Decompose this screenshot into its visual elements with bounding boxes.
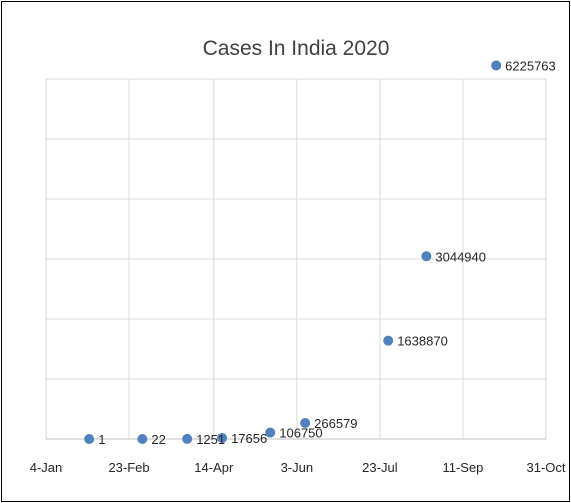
- data-point: [137, 433, 148, 444]
- data-point: [265, 427, 276, 438]
- data-point: [421, 251, 432, 262]
- plot-grid: [45, 78, 547, 440]
- data-point: [217, 432, 228, 443]
- data-point: [84, 433, 95, 444]
- data-label: 1638870: [397, 334, 448, 349]
- data-point: [491, 60, 502, 71]
- x-tick-label: 11-Sep: [442, 460, 483, 475]
- data-label: 6225763: [505, 58, 556, 73]
- data-label: 266579: [314, 416, 357, 431]
- data-label: 22: [151, 432, 165, 447]
- data-label: 106750: [279, 426, 322, 441]
- data-point: [383, 335, 394, 346]
- x-tick-label: 31-Oct: [526, 460, 565, 475]
- x-tick-label: 14-Apr: [194, 460, 234, 475]
- x-tick-label: 4-Jan: [30, 460, 63, 475]
- data-label: 1: [98, 432, 105, 447]
- x-tick-label: 23-Feb: [108, 460, 149, 475]
- x-tick-label: 3-Jun: [281, 460, 314, 475]
- chart-title: Cases In India 2020: [203, 37, 390, 60]
- data-label: 1251: [196, 432, 225, 447]
- data-label: 3044940: [435, 249, 486, 264]
- x-axis-ticks: 4-Jan 23-Feb 14-Apr 3-Jun 23-Jul 11-Sep 31-Oct: [30, 460, 566, 475]
- data-point: [300, 418, 311, 429]
- x-tick-label: 23-Jul: [362, 460, 398, 475]
- data-point: [182, 433, 193, 444]
- data-points: [84, 60, 502, 444]
- data-label: 17656: [231, 431, 267, 446]
